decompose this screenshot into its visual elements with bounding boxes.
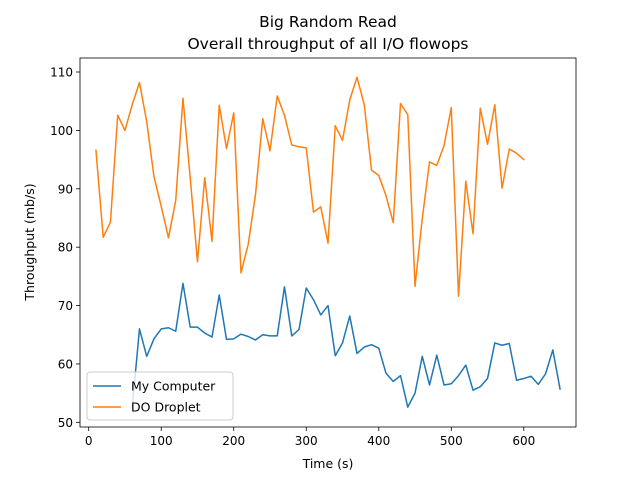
x-tick-label: 600 bbox=[512, 434, 535, 448]
x-tick-label: 500 bbox=[440, 434, 463, 448]
y-tick-label: 60 bbox=[58, 357, 73, 371]
y-tick-label: 100 bbox=[50, 124, 73, 138]
chart-title: Big Random Read bbox=[259, 13, 397, 31]
legend-box bbox=[86, 371, 234, 421]
legend: My Computer DO Droplet bbox=[86, 371, 234, 421]
y-axis-label: Throughput (mb/s) bbox=[22, 183, 37, 301]
legend-label-2: DO Droplet bbox=[131, 400, 201, 415]
axes-layer: 0 100 200 300 400 500 600 50 60 70 80 90 100 110 bbox=[50, 57, 577, 448]
x-tick-label: 400 bbox=[367, 434, 390, 448]
plot-frame bbox=[79, 57, 577, 428]
series-line-1 bbox=[131, 282, 561, 409]
series-layer bbox=[95, 76, 561, 409]
y-tick-label: 110 bbox=[50, 66, 73, 80]
series-line-2 bbox=[95, 76, 525, 297]
y-tick-label: 70 bbox=[58, 299, 73, 313]
x-tick-label: 0 bbox=[85, 434, 93, 448]
x-tick-label: 300 bbox=[295, 434, 318, 448]
legend-label-1: My Computer bbox=[131, 379, 216, 394]
y-tick-label: 80 bbox=[58, 241, 73, 255]
x-tick-label: 200 bbox=[222, 434, 245, 448]
y-tick-label: 50 bbox=[58, 416, 73, 430]
y-tick-label: 90 bbox=[58, 182, 73, 196]
x-axis-label: Time (s) bbox=[302, 456, 354, 471]
chart-subtitle: Overall throughput of all I/O flowops bbox=[187, 35, 468, 53]
x-tick-label: 100 bbox=[150, 434, 173, 448]
